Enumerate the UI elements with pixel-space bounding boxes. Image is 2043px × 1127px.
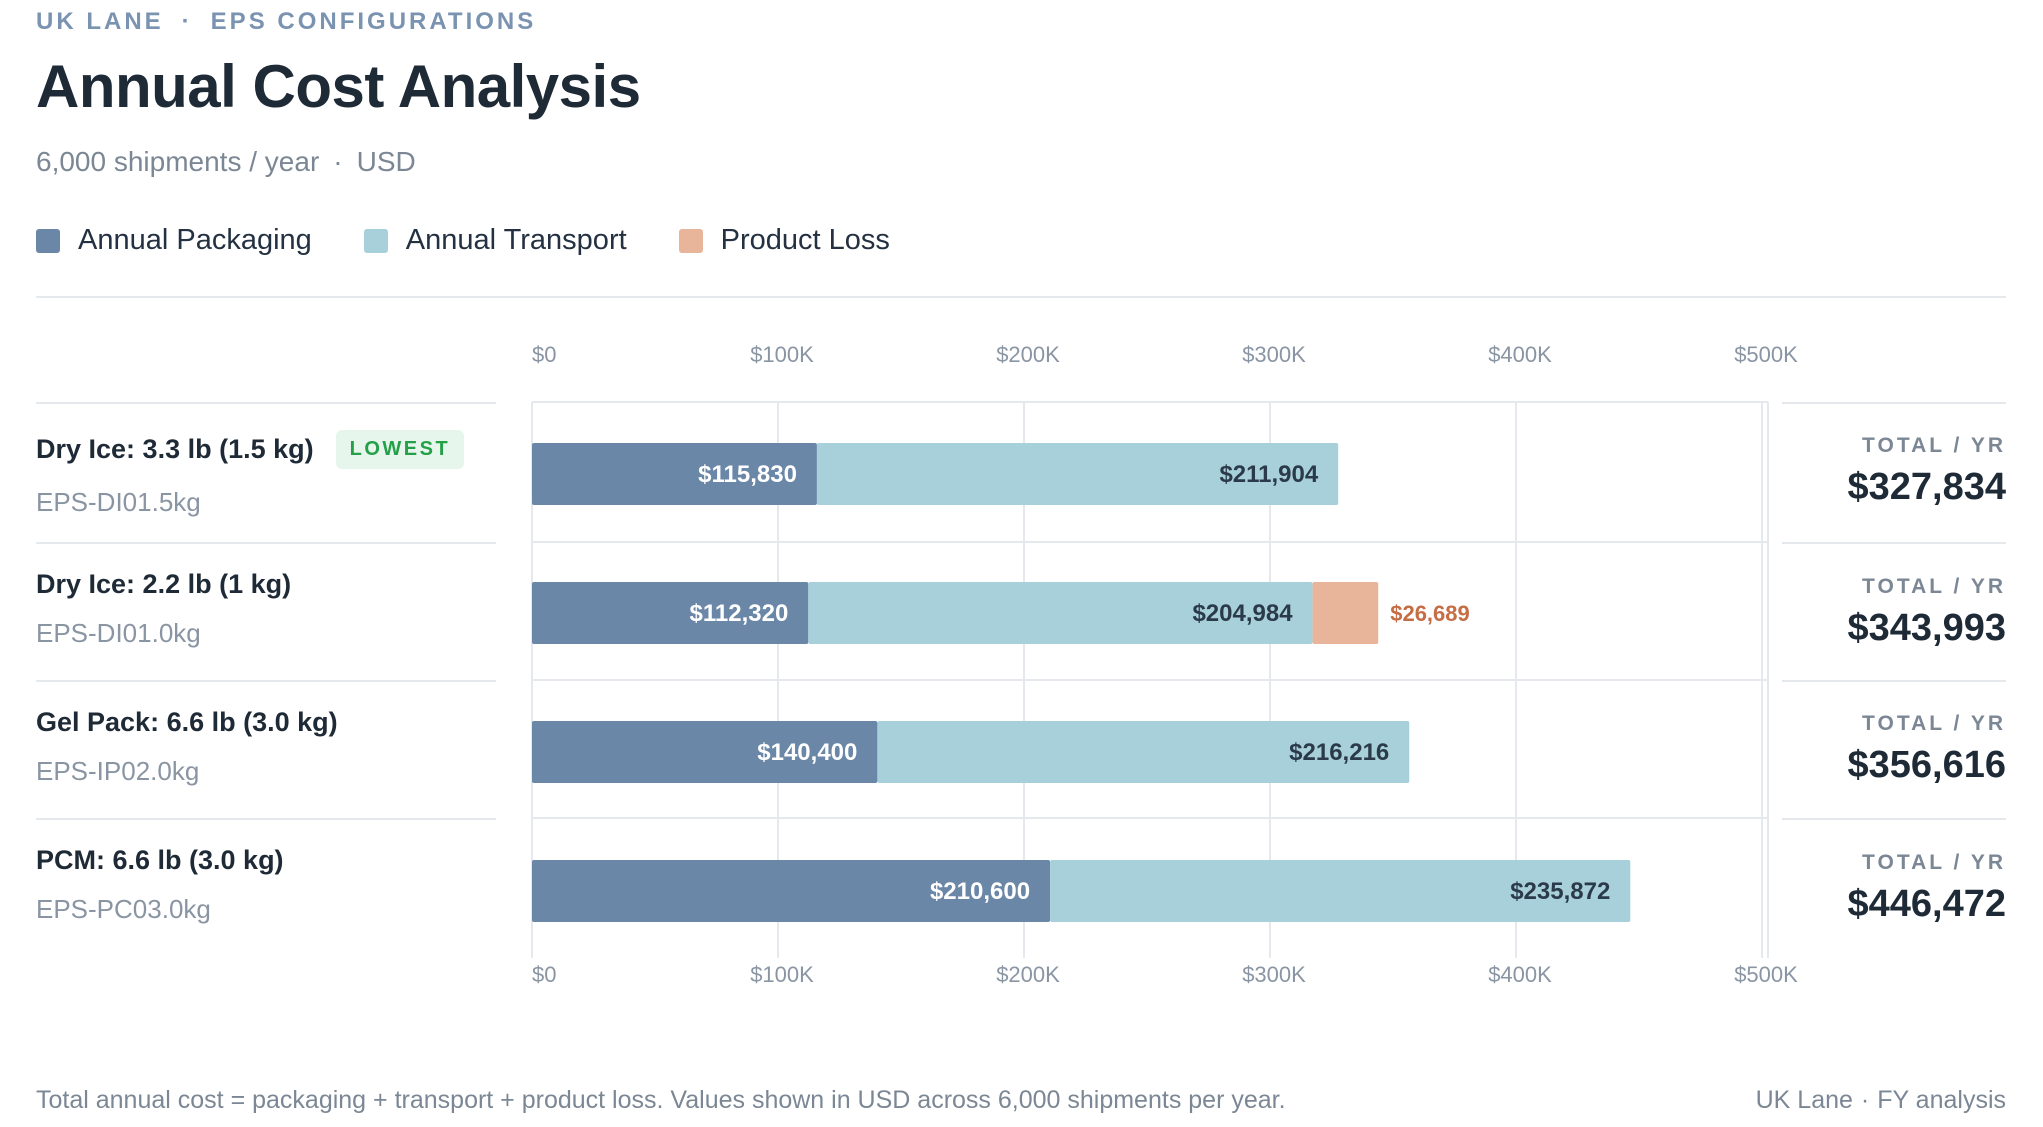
bar-segment-annual-transport (816, 443, 1339, 505)
row-name: Dry Ice: 3.3 lb (1.5 kg) (36, 434, 314, 464)
bar-segment-annual-transport (808, 582, 1313, 644)
breadcrumb: UK LANE · EPS CONFIGURATIONS (36, 8, 536, 36)
bar-data-label: $26,689 (1390, 601, 1470, 626)
row-separator (36, 680, 496, 682)
breadcrumb-lane: UK LANE (36, 8, 164, 35)
footer-note: Total annual cost = packaging + transpor… (36, 1086, 1286, 1114)
x-tick-label-top: $200K (996, 342, 1060, 367)
bar-data-label: $204,984 (1192, 600, 1293, 627)
bar-data-label: $115,830 (698, 461, 797, 488)
row-label-dry-ice-1-5kg: Dry Ice: 3.3 lb (1.5 kg) LOWEST EPS-DI01… (36, 430, 496, 518)
bar-segment-product-loss (1312, 582, 1379, 644)
row-separator (36, 542, 496, 544)
total-value: $343,993 (1847, 607, 2007, 649)
row-total: TOTAL / YR $343,993 (1782, 575, 2007, 650)
bar-data-label: $216,216 (1289, 739, 1389, 766)
x-tick-label-bottom: $0 (532, 962, 556, 987)
bar-data-label: $140,400 (757, 739, 857, 766)
bar-data-label: $235,872 (1510, 878, 1610, 905)
footer-meta: UK Lane · FY analysis (1756, 1086, 2006, 1115)
footer-lane: UK Lane (1755, 1086, 1853, 1114)
breadcrumb-section: EPS CONFIGURATIONS (210, 8, 537, 35)
x-tick-label-bottom: $100K (750, 962, 814, 987)
row-total: TOTAL / YR $327,834 (1782, 434, 2007, 509)
header-divider (36, 296, 2006, 298)
legend-item-product-loss: Product Loss (678, 224, 890, 257)
row-separator (36, 818, 496, 820)
chart-legend: Annual Packaging Annual Transport Produc… (36, 224, 942, 257)
bar-data-label: $112,320 (690, 600, 789, 627)
legend-label-product-loss: Product Loss (720, 224, 890, 256)
bar-segment-annual-transport (877, 721, 1410, 783)
x-tick-label-top: $100K (750, 342, 814, 367)
bar-segment-annual-transport (1050, 860, 1631, 922)
total-value: $356,616 (1847, 744, 2007, 786)
row-code: EPS-DI01.0kg (36, 618, 201, 648)
breadcrumb-separator: · (181, 8, 193, 35)
bar-segment-annual-packaging (532, 721, 878, 783)
row-title: Dry Ice: 3.3 lb (1.5 kg) LOWEST (36, 430, 496, 469)
x-tick-label-top: $300K (1242, 342, 1306, 367)
bar-segment-annual-packaging (532, 443, 817, 505)
row-separator (1782, 542, 2006, 544)
legend-label-transport: Annual Transport (405, 224, 627, 256)
row-title: Gel Pack: 6.6 lb (3.0 kg) (36, 707, 496, 738)
legend-item-packaging: Annual Packaging (36, 224, 312, 257)
total-label: TOTAL / YR (1862, 575, 2006, 598)
row-name: Gel Pack: 6.6 lb (3.0 kg) (36, 707, 338, 737)
footer-separator: · (1860, 1086, 1870, 1114)
x-tick-label-bottom: $500K (1734, 962, 1798, 987)
row-label-gel-pack: Gel Pack: 6.6 lb (3.0 kg) EPS-IP02.0kg (36, 707, 496, 787)
legend-swatch-transport (363, 228, 388, 253)
row-separator (36, 402, 496, 404)
subtitle-volume: 6,000 shipments / year (36, 146, 320, 177)
row-code: EPS-IP02.0kg (36, 756, 200, 786)
x-tick-label-bottom: $400K (1488, 962, 1552, 987)
legend-swatch-packaging (36, 228, 60, 253)
legend-swatch-product-loss (678, 228, 703, 253)
total-value: $327,834 (1847, 466, 2007, 508)
bar-data-label: $211,904 (1219, 461, 1318, 488)
row-name: Dry Ice: 2.2 lb (1 kg) (36, 569, 292, 599)
row-total: TOTAL / YR $446,472 (1782, 851, 2007, 926)
x-tick-label-top: $500K (1734, 342, 1798, 367)
x-tick-label-top: $0 (532, 342, 556, 367)
row-total: TOTAL / YR $356,616 (1782, 712, 2007, 787)
total-label: TOTAL / YR (1862, 434, 2006, 457)
bar-data-label: $210,600 (930, 878, 1030, 905)
row-code: EPS-PC03.0kg (36, 894, 211, 924)
x-tick-label-bottom: $200K (996, 962, 1060, 987)
x-tick-label-bottom: $300K (1242, 962, 1306, 987)
row-title: PCM: 6.6 lb (3.0 kg) (36, 845, 496, 876)
row-title: Dry Ice: 2.2 lb (1 kg) (36, 569, 496, 600)
subtitle-separator: · (333, 146, 343, 177)
total-label: TOTAL / YR (1862, 851, 2006, 874)
legend-label-packaging: Annual Packaging (78, 224, 312, 256)
row-separator (1782, 818, 2006, 820)
x-tick-label-top: $400K (1488, 342, 1552, 367)
footer-period: FY analysis (1877, 1086, 2006, 1114)
total-label: TOTAL / YR (1862, 712, 2006, 735)
bar-segment-annual-packaging (532, 582, 809, 644)
row-label-pcm: PCM: 6.6 lb (3.0 kg) EPS-PC03.0kg (36, 845, 496, 925)
page-subtitle: 6,000 shipments / year · USD (36, 146, 416, 178)
total-value: $446,472 (1847, 883, 2007, 925)
row-code: EPS-DI01.5kg (36, 487, 201, 517)
row-label-dry-ice-1kg: Dry Ice: 2.2 lb (1 kg) EPS-DI01.0kg (36, 569, 496, 649)
legend-item-transport: Annual Transport (363, 224, 627, 257)
lowest-badge: LOWEST (335, 430, 465, 469)
page-title: Annual Cost Analysis (36, 53, 641, 120)
row-separator (1782, 680, 2006, 682)
subtitle-currency: USD (356, 146, 416, 177)
row-name: PCM: 6.6 lb (3.0 kg) (36, 845, 284, 875)
row-separator (1782, 402, 2006, 404)
bar-segment-annual-packaging (532, 860, 1051, 922)
